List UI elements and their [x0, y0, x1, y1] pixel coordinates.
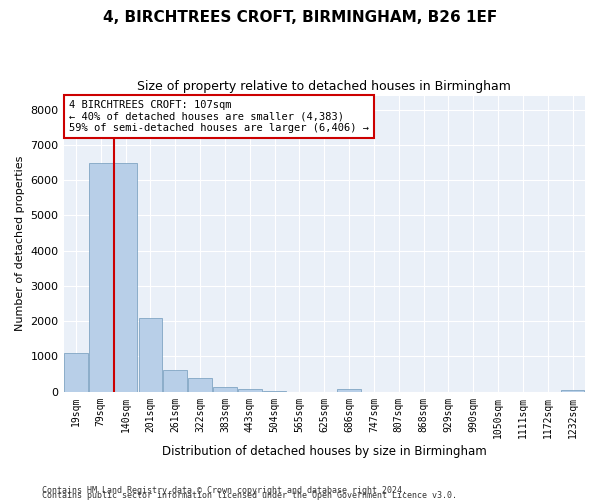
Bar — [188, 378, 212, 392]
Text: Contains HM Land Registry data © Crown copyright and database right 2024.: Contains HM Land Registry data © Crown c… — [42, 486, 407, 495]
Bar — [64, 353, 88, 392]
Bar — [139, 318, 162, 392]
Bar — [163, 370, 187, 392]
Text: 4, BIRCHTREES CROFT, BIRMINGHAM, B26 1EF: 4, BIRCHTREES CROFT, BIRMINGHAM, B26 1EF — [103, 10, 497, 25]
Bar — [561, 390, 584, 392]
Bar — [238, 390, 262, 392]
Bar — [213, 387, 237, 392]
Bar — [89, 162, 113, 392]
Text: 4 BIRCHTREES CROFT: 107sqm
← 40% of detached houses are smaller (4,383)
59% of s: 4 BIRCHTREES CROFT: 107sqm ← 40% of deta… — [69, 100, 369, 133]
X-axis label: Distribution of detached houses by size in Birmingham: Distribution of detached houses by size … — [162, 444, 487, 458]
Bar — [114, 162, 137, 392]
Text: Contains public sector information licensed under the Open Government Licence v3: Contains public sector information licen… — [42, 490, 457, 500]
Title: Size of property relative to detached houses in Birmingham: Size of property relative to detached ho… — [137, 80, 511, 93]
Bar — [337, 389, 361, 392]
Y-axis label: Number of detached properties: Number of detached properties — [15, 156, 25, 331]
